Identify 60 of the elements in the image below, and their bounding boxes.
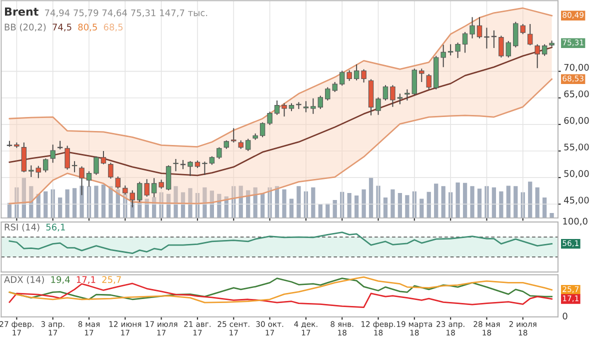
bar: [72, 188, 77, 218]
bar: [426, 192, 431, 218]
bar: [462, 182, 468, 218]
annotation: 74,5: [52, 24, 72, 32]
bar: [80, 186, 84, 218]
bar: [368, 177, 374, 218]
bar: [347, 193, 352, 218]
bar: [550, 213, 554, 218]
y-tick-label: 45,00: [564, 196, 589, 204]
annotation: 68,5: [104, 24, 123, 32]
y-tick-label: 55,00: [564, 144, 589, 152]
bar: [202, 187, 207, 218]
y-tick-label: 60,00: [564, 117, 589, 125]
chart-title: Brent: [5, 8, 38, 16]
bar: [58, 198, 62, 218]
bar: [362, 189, 366, 218]
bar: [398, 193, 402, 218]
bar: [405, 195, 410, 218]
bar: [492, 187, 496, 218]
bar: [174, 186, 178, 218]
bar: [477, 188, 482, 218]
bar: [528, 182, 532, 218]
y-tick-label: 50,00: [564, 170, 589, 178]
chart-title: ADX (14): [4, 276, 44, 284]
bar: [484, 186, 489, 218]
text: 0: [562, 312, 568, 320]
bar: [318, 204, 322, 218]
text: 74,94 75,79 74,64 75,31 147,7 тыс.: [44, 9, 208, 18]
bar: [499, 191, 504, 218]
bar: [44, 191, 48, 218]
bar: [456, 182, 460, 218]
bar: [542, 198, 547, 218]
annotation: 25,7: [102, 276, 121, 284]
annotation: 17,1: [76, 276, 96, 284]
bar: [390, 189, 395, 218]
bar: [514, 186, 518, 218]
chart-title: RSI (14): [4, 224, 40, 232]
bar: [311, 187, 316, 218]
bar: [376, 186, 380, 218]
bar: [383, 198, 388, 218]
bar: [188, 188, 192, 218]
annotation: BB (20,2): [4, 24, 46, 32]
bar: [94, 186, 98, 218]
bar: [108, 186, 113, 218]
annotation: 19,4: [51, 276, 70, 284]
text: 100,0: [563, 218, 588, 226]
bar: [101, 184, 106, 218]
bar: [470, 186, 474, 218]
bar: [441, 186, 446, 218]
bar: [354, 196, 359, 218]
y-tick-label: 70,00: [564, 64, 589, 72]
bar: [282, 189, 286, 218]
bar: [506, 186, 510, 218]
text: 56,1: [46, 224, 65, 232]
bar: [296, 186, 301, 218]
bar: [535, 187, 540, 218]
bar: [434, 184, 438, 218]
bar: [65, 189, 70, 218]
annotation: 80,5: [78, 24, 97, 32]
y-tick-label: 65,00: [564, 90, 589, 98]
